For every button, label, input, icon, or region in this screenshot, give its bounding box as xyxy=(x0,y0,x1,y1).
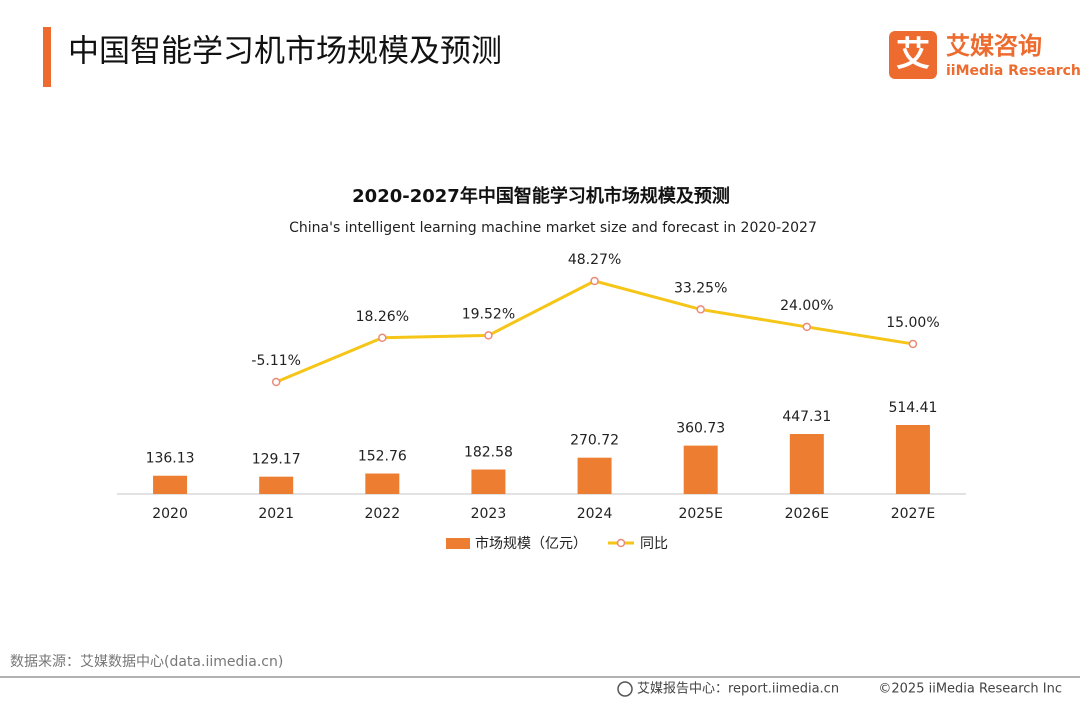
x-tick-label: 2024 xyxy=(577,506,613,522)
bar xyxy=(683,445,718,494)
line-value-label: 24.00% xyxy=(780,298,833,314)
x-tick-label: 2025E xyxy=(678,506,722,522)
bar xyxy=(895,425,930,494)
legend-swatch xyxy=(616,538,626,548)
bar xyxy=(471,469,506,494)
logo-icon xyxy=(889,31,937,79)
plot: 2020 2021 2022 2023 2024 2025E 2026E 2027E 136.1… xyxy=(146,252,940,552)
legend-swatch xyxy=(446,538,470,549)
bar xyxy=(153,475,188,494)
bar xyxy=(789,434,824,494)
source: 数据来源：艾媒数据中心(data.iimedia.cn) xyxy=(10,654,283,670)
line-value-label: 33.25% xyxy=(674,280,727,296)
footer-icon xyxy=(617,681,633,697)
x-tick-label: 2027E xyxy=(891,506,935,522)
bar-value-label: 447.31 xyxy=(782,409,831,425)
logo-glyph: 艾 xyxy=(896,35,930,75)
line-marker xyxy=(696,305,705,314)
page-title: 中国智能学习机市场规模及预测 xyxy=(68,34,502,70)
x-tick-label: 2023 xyxy=(471,506,507,522)
line-value-label: -5.11% xyxy=(251,353,301,369)
bar-value-label: 514.41 xyxy=(888,400,937,416)
bar xyxy=(259,476,294,494)
line-marker xyxy=(590,276,599,286)
x-tick-label: 2021 xyxy=(258,506,294,522)
logo-sub: iiMedia Research xyxy=(946,63,1080,79)
bar-value-label: 182.58 xyxy=(464,445,513,461)
bar-value-label: 270.72 xyxy=(570,433,619,449)
title-accent xyxy=(43,27,51,87)
line-value-label: 15.00% xyxy=(886,315,939,331)
bar-value-label: 360.73 xyxy=(676,421,725,437)
legend-label: 市场规模（亿元） xyxy=(475,535,587,552)
chart-title: 2020-2027年中国智能学习机市场规模及预测 xyxy=(352,185,730,207)
bar-value-label: 152.76 xyxy=(358,449,407,465)
bar xyxy=(577,457,612,494)
bar-value-label: 136.13 xyxy=(146,451,195,467)
line-marker xyxy=(908,339,918,349)
line-marker xyxy=(802,322,812,332)
legend-label: 同比 xyxy=(640,536,668,552)
footer-copyright: ©2025 iiMedia Research Inc xyxy=(878,682,1062,697)
line-marker xyxy=(484,331,493,340)
x-tick-label: 2020 xyxy=(152,506,188,522)
line-value-label: 18.26% xyxy=(356,309,409,325)
footer-report: 艾媒报告中心：report.iimedia.cn xyxy=(637,682,839,697)
line-marker xyxy=(378,333,387,343)
x-tick-label: 2022 xyxy=(364,506,400,522)
line-value-label: 19.52% xyxy=(462,306,515,322)
logo-name: 艾媒咨询 xyxy=(946,32,1042,60)
bar-value-label: 129.17 xyxy=(252,452,301,468)
chart-subtitle: China's intelligent learning machine mar… xyxy=(289,220,817,236)
line-marker xyxy=(271,377,281,387)
bar xyxy=(365,473,400,494)
x-tick-label: 2026E xyxy=(785,506,829,522)
line-value-label: 48.27% xyxy=(568,252,621,268)
